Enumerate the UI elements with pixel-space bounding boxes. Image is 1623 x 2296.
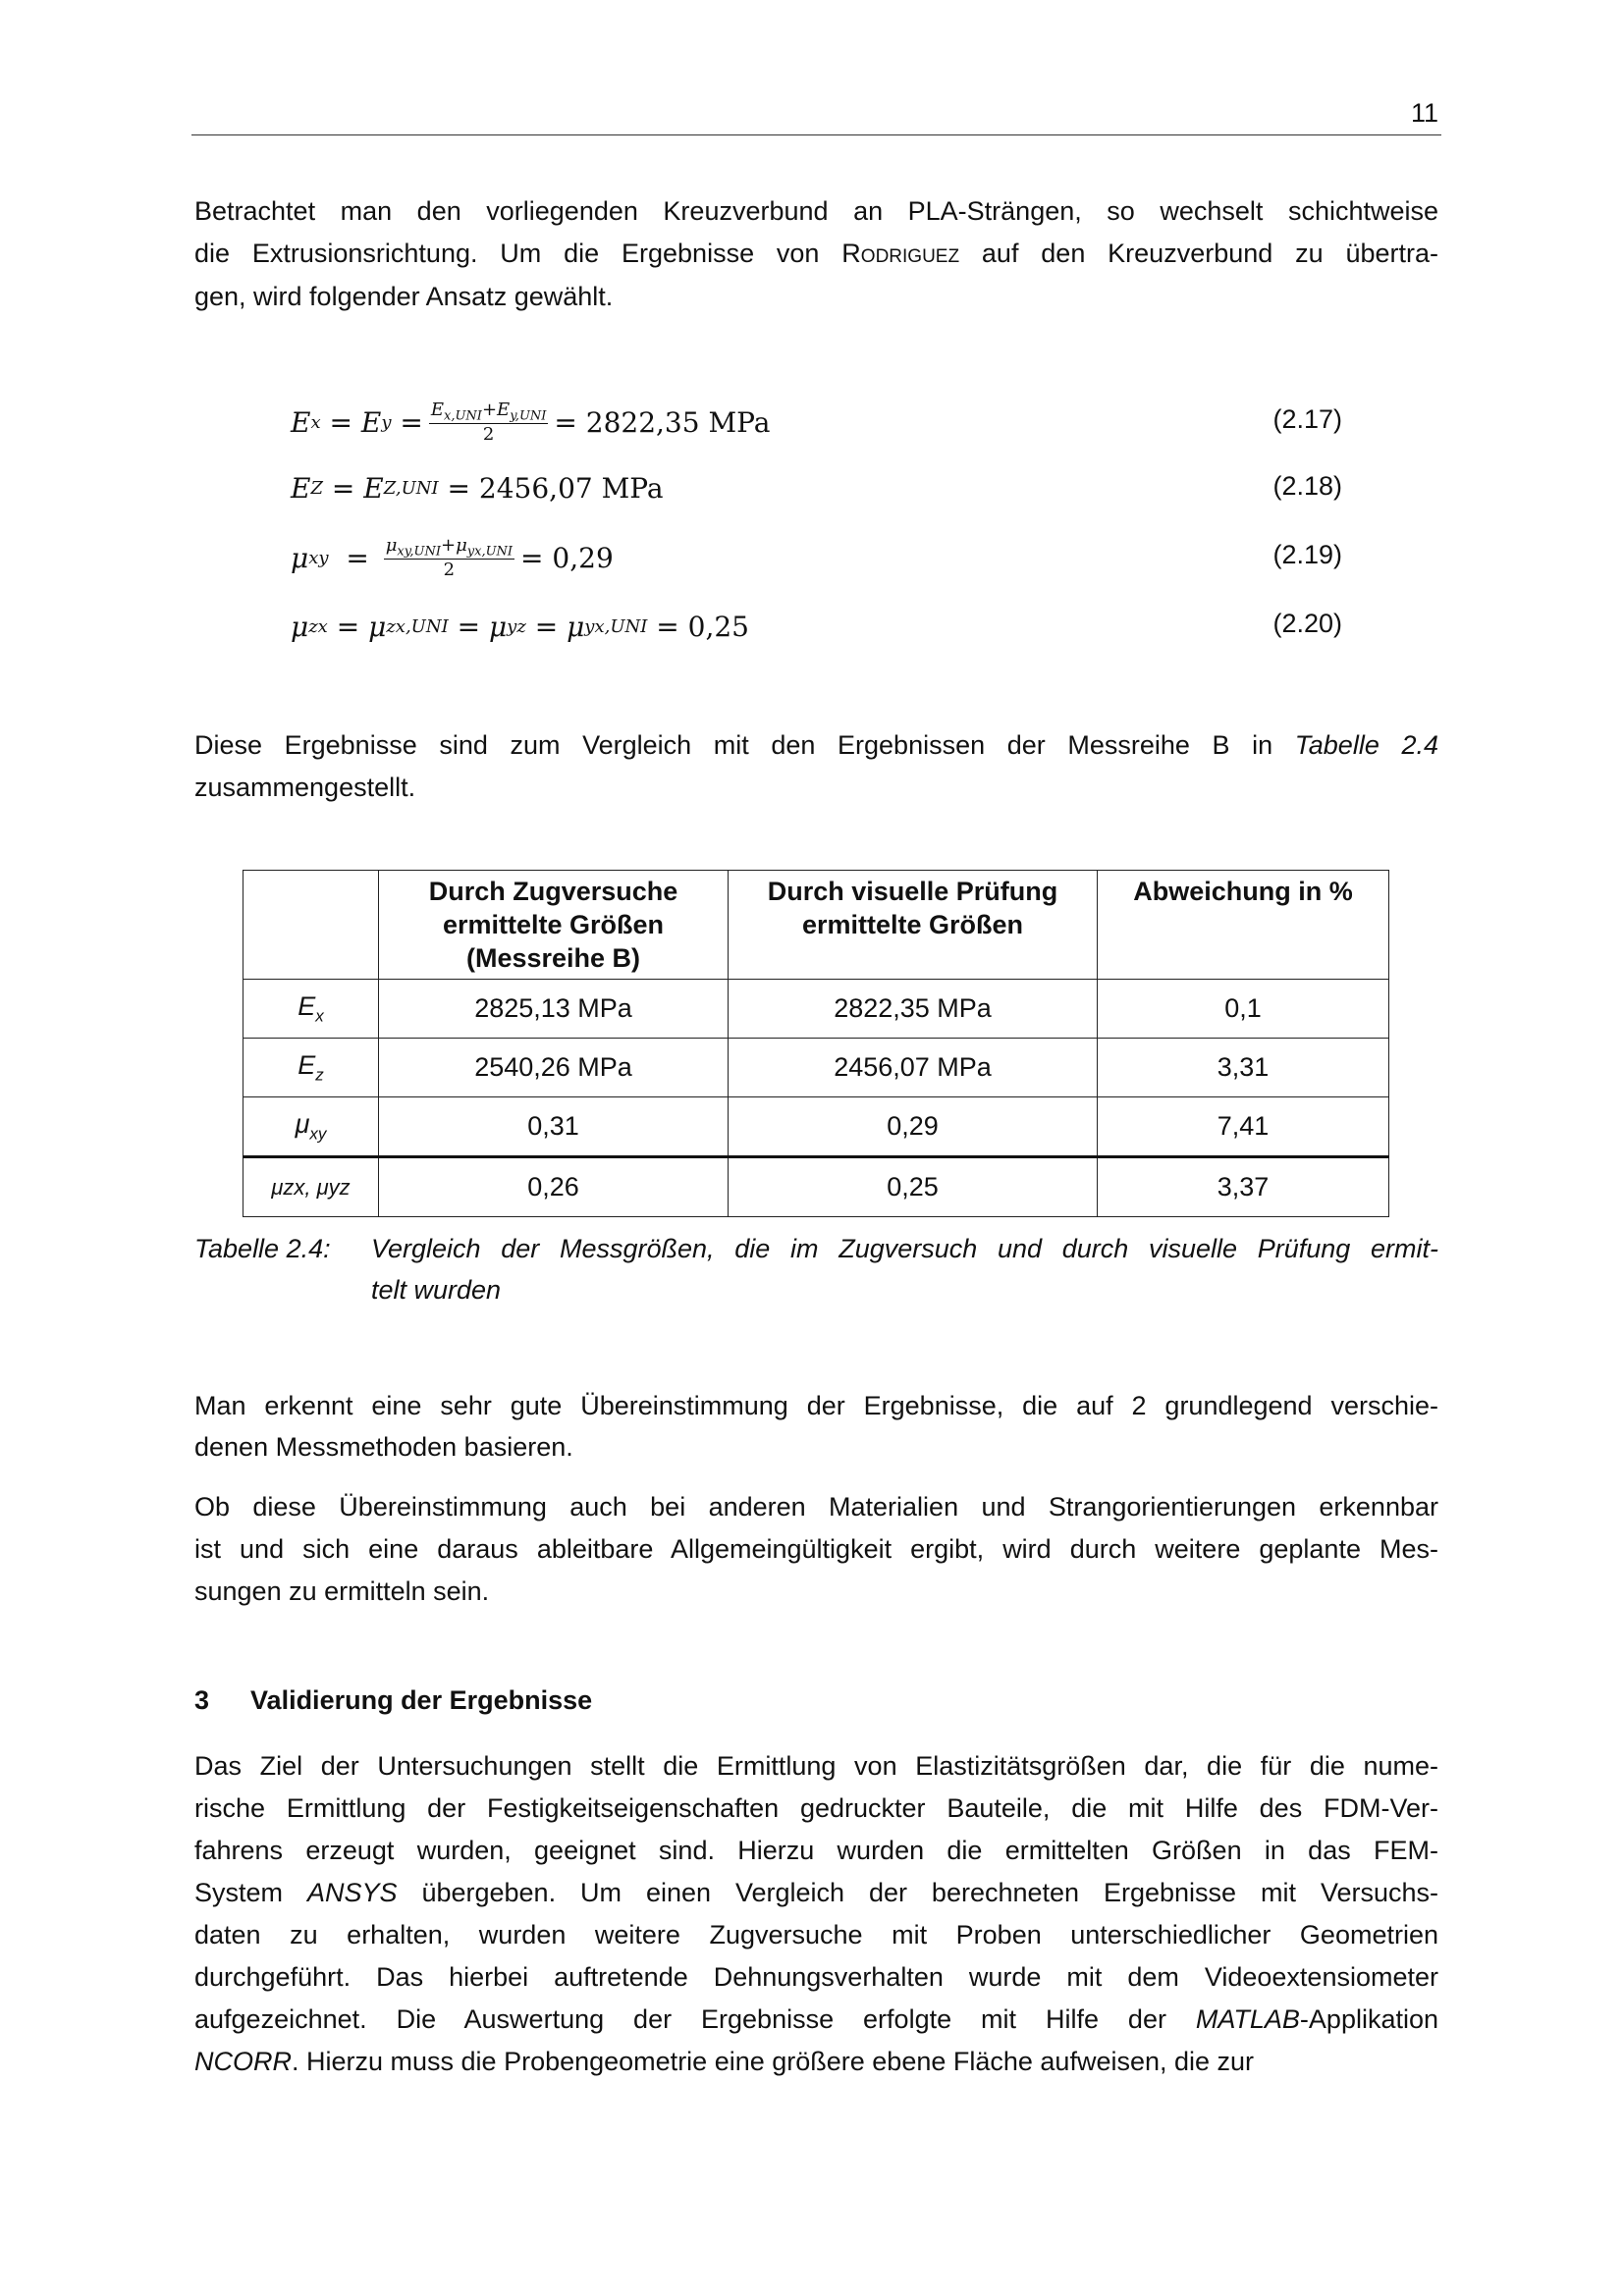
table-header-row: Durch Zugversuche ermittelte Größen (Mes… xyxy=(243,870,1389,980)
table-cell: 0,31 xyxy=(378,1096,729,1157)
equation-2-19: μ xy = μxy,UNI+μyx,UNI 2 = 0,29 xyxy=(291,534,614,581)
paragraph-line: Betrachtet man den vorliegenden Kreuzver… xyxy=(194,196,1438,226)
paragraph-line: System ANSYS übergeben. Um einen Verglei… xyxy=(194,1873,1438,1912)
emphasis-text: NCORR xyxy=(194,2047,292,2076)
equation-number: (2.20) xyxy=(1272,609,1342,638)
header-cell xyxy=(243,870,379,980)
table-row: Ex 2825,13 MPa 2822,35 MPa 0,1 xyxy=(243,979,1389,1039)
emphasis-text: Tabelle 2.4 xyxy=(1294,730,1438,760)
equation-number: (2.19) xyxy=(1272,540,1342,569)
symbol: E xyxy=(298,1049,316,1080)
page-number: 11 xyxy=(1410,98,1438,128)
section-heading: 3 Validierung der Ergebnisse xyxy=(194,1685,592,1716)
symbol-subscript: xy xyxy=(309,1124,327,1144)
text-segment: aufgezeichnet. Die Auswertung der Ergebn… xyxy=(194,2004,1196,2034)
text-segment: übergeben. Um einen Vergleich der berech… xyxy=(397,1878,1438,1907)
equation-result: = 2822,35 MPa xyxy=(554,405,771,439)
comparison-table: Durch Zugversuche ermittelte Größen (Mes… xyxy=(243,870,1389,1217)
paragraph-line: ist und sich eine daraus ableitbare Allg… xyxy=(194,1534,1438,1564)
paragraph-line: Man erkennt eine sehr gute Übereinstimmu… xyxy=(194,1391,1438,1420)
table-cell: 0,1 xyxy=(1097,979,1389,1039)
paragraph-line: Das Ziel der Untersuchungen stellt die E… xyxy=(194,1751,1438,1781)
paragraph-line: sungen zu ermitteln sein. xyxy=(194,1576,490,1606)
row-symbol: μxy xyxy=(243,1096,379,1157)
table-caption-label: Tabelle 2.4: xyxy=(194,1234,331,1263)
table-cell: 3,37 xyxy=(1097,1155,1389,1217)
equation-result: = 0,25 xyxy=(656,610,749,643)
author-name: Rodriguez xyxy=(841,239,960,268)
table-caption-line: Vergleich der Messgrößen, die im Zugvers… xyxy=(371,1234,1438,1263)
emphasis-text: ANSYS xyxy=(306,1878,398,1907)
section-number: 3 xyxy=(194,1685,210,1715)
table-cell: 0,25 xyxy=(728,1155,1098,1217)
paragraph-line: gen, wird folgender Ansatz gewählt. xyxy=(194,282,614,311)
table-cell: 3,31 xyxy=(1097,1038,1389,1097)
symbol: E xyxy=(298,990,316,1021)
header-rule xyxy=(191,134,1441,135)
table-row: μzx, μyz 0,26 0,25 3,37 xyxy=(243,1155,1389,1217)
paragraph-line: denen Messmethoden basieren. xyxy=(194,1432,573,1462)
text-segment: die Extrusionsrichtung. Um die Ergebniss… xyxy=(194,239,842,268)
header-cell: Durch visuelle Prüfung ermittelte Größen xyxy=(728,870,1098,980)
row-symbol: Ez xyxy=(243,1038,379,1097)
table-row: Ez 2540,26 MPa 2456,07 MPa 3,31 xyxy=(243,1038,1389,1097)
table-row: μxy 0,31 0,29 7,41 xyxy=(243,1096,1389,1157)
table-cell: 0,26 xyxy=(378,1155,729,1217)
header-cell: Abweichung in % xyxy=(1097,870,1389,980)
paragraph-line: fahrens erzeugt wurden, geeignet sind. H… xyxy=(194,1836,1438,1865)
paragraph-line: NCORR. Hierzu muss die Probengeometrie e… xyxy=(194,2042,1438,2081)
text-segment: Diese Ergebnisse sind zum Vergleich mit … xyxy=(194,730,1295,760)
paragraph-line: Diese Ergebnisse sind zum Vergleich mit … xyxy=(194,725,1438,765)
row-symbol: Ex xyxy=(243,979,379,1039)
equation-number: (2.18) xyxy=(1272,471,1342,501)
paragraph-line: die Extrusionsrichtung. Um die Ergebniss… xyxy=(194,234,1438,273)
text-segment: auf den Kreuzverbund zu übertra- xyxy=(959,239,1439,268)
table-cell: 0,29 xyxy=(728,1096,1098,1157)
table-cell: 7,41 xyxy=(1097,1096,1389,1157)
text-segment: System xyxy=(194,1878,307,1907)
equation-2-20: μ zx = μ zx,UNI = μ yz = μ yx,UNI = 0,25 xyxy=(291,610,749,643)
text-segment: . Hierzu muss die Probengeometrie eine g… xyxy=(292,2047,1255,2076)
paragraph-line: zusammengestellt. xyxy=(194,773,416,802)
symbol: μ xyxy=(295,1108,310,1139)
header-cell: Durch Zugversuche ermittelte Größen (Mes… xyxy=(378,870,729,980)
table-cell: 2825,13 MPa xyxy=(378,979,729,1039)
symbol-subscript: z xyxy=(315,1065,324,1085)
equation-number: (2.17) xyxy=(1272,404,1342,434)
equation-result: 2456,07 MPa xyxy=(478,471,664,505)
paragraph-line: daten zu erhalten, wurden weitere Zugver… xyxy=(194,1920,1438,1949)
text-segment: -Applikation xyxy=(1299,2004,1438,2034)
section-title: Validierung der Ergebnisse xyxy=(250,1685,593,1715)
paragraph-line: aufgezeichnet. Die Auswertung der Ergebn… xyxy=(194,2000,1438,2039)
row-symbol: μzx, μyz xyxy=(243,1155,379,1217)
table-cell: 2540,26 MPa xyxy=(378,1038,729,1097)
table-caption-line: telt wurden xyxy=(371,1275,502,1305)
table-cell: 2456,07 MPa xyxy=(728,1038,1098,1097)
equation-result: = 0,29 xyxy=(520,541,614,574)
paragraph-line: rische Ermittlung der Festigkeitseigensc… xyxy=(194,1793,1438,1823)
paragraph-line: Ob diese Übereinstimmung auch bei andere… xyxy=(194,1492,1438,1522)
symbol-subscript: x xyxy=(315,1006,324,1026)
paragraph-line: durchgeführt. Das hierbei auftretende De… xyxy=(194,1962,1438,1992)
table-cell: 2822,35 MPa xyxy=(728,979,1098,1039)
emphasis-text: MATLAB xyxy=(1195,2004,1300,2034)
